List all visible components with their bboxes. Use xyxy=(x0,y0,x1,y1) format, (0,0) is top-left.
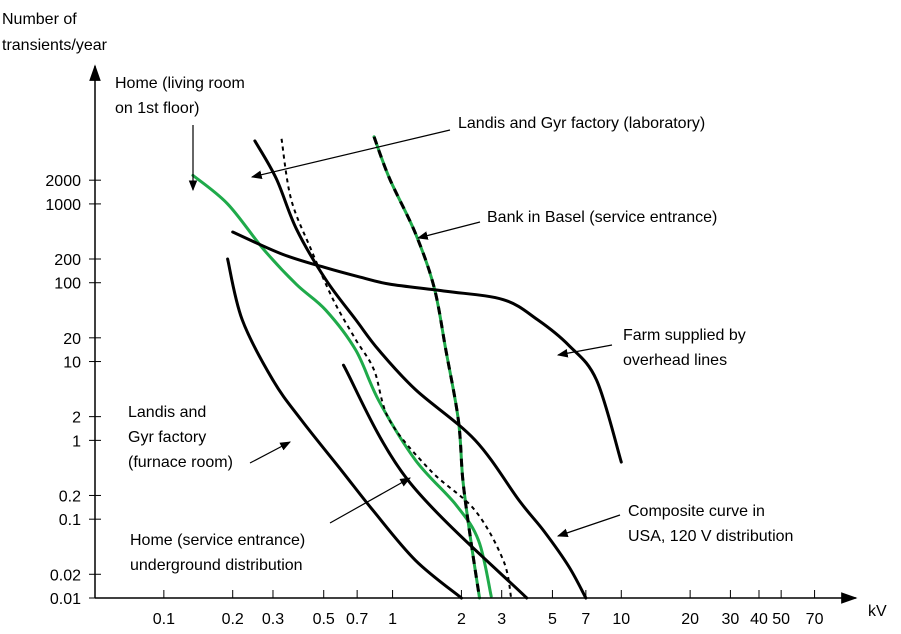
curve xyxy=(231,230,623,464)
curves xyxy=(191,135,623,600)
curve xyxy=(280,138,513,599)
annotation: Landis and Gyr factory (laboratory) xyxy=(458,115,705,132)
x-tick-label: 2 xyxy=(457,611,466,628)
arrow xyxy=(556,514,621,537)
curve-dashes xyxy=(372,136,482,599)
arrow xyxy=(250,129,451,179)
annotation: on 1st floor) xyxy=(115,100,199,117)
x-tick-label: 10 xyxy=(612,611,630,628)
annotation: overhead lines xyxy=(623,352,727,369)
annotation-arrows xyxy=(188,125,621,537)
annotation: Home (living room xyxy=(115,75,245,92)
x-tick-label: 1 xyxy=(388,611,397,628)
y-tick-label: 20 xyxy=(63,331,81,348)
x-tick-label: 30 xyxy=(722,611,740,628)
y-tick-label: 1000 xyxy=(45,197,81,214)
x-axis-label: kV xyxy=(868,603,887,620)
x-tick-label: 0.7 xyxy=(346,611,368,628)
y-tick-label: 2 xyxy=(72,410,81,427)
y-tick-label: 0.1 xyxy=(59,512,81,529)
annotation: (furnace room) xyxy=(128,454,233,471)
curve xyxy=(253,139,588,600)
curve xyxy=(191,173,493,598)
curve xyxy=(372,135,482,600)
x-tick-label: 0.5 xyxy=(313,611,335,628)
arrow xyxy=(416,221,481,240)
y-tick-label: 0.2 xyxy=(59,488,81,505)
arrow xyxy=(329,477,411,524)
x-tick-label: 50 xyxy=(772,611,790,628)
annotation: Bank in Basel (service entrance) xyxy=(487,209,717,226)
x-tick-label: 20 xyxy=(681,611,699,628)
x-tick-label: 3 xyxy=(497,611,506,628)
annotation: Farm supplied by xyxy=(623,327,746,344)
x-tick-label: 0.3 xyxy=(262,611,284,628)
curve xyxy=(226,257,463,600)
x-tick-label: 40 xyxy=(750,611,768,628)
annotation: Home (service entrance) xyxy=(130,532,305,549)
y-tick-label: 0.02 xyxy=(50,567,81,584)
x-tick-label: 70 xyxy=(806,611,824,628)
y-tick-label: 2000 xyxy=(45,173,81,190)
y-axis-label: Number of xyxy=(2,11,77,28)
annotation: underground distribution xyxy=(130,557,303,574)
x-tick-label: 0.2 xyxy=(222,611,244,628)
annotation: Gyr factory xyxy=(128,429,206,446)
x-tick-label: 5 xyxy=(548,611,557,628)
arrow xyxy=(249,441,291,464)
x-tick-label: 0.1 xyxy=(153,611,175,628)
annotation: Landis and xyxy=(128,404,206,421)
y-tick-label: 0.01 xyxy=(50,591,81,608)
y-axis-label: transients/year xyxy=(2,37,108,54)
arrow xyxy=(556,344,613,358)
annotation: Composite curve in xyxy=(628,503,765,520)
y-tick-label: 1 xyxy=(72,433,81,450)
y-tick-label: 100 xyxy=(54,276,81,293)
x-tick-label: 7 xyxy=(581,611,590,628)
y-tick-label: 10 xyxy=(63,355,81,372)
annotation: USA, 120 V distribution xyxy=(628,528,793,545)
y-tick-label: 200 xyxy=(54,252,81,269)
